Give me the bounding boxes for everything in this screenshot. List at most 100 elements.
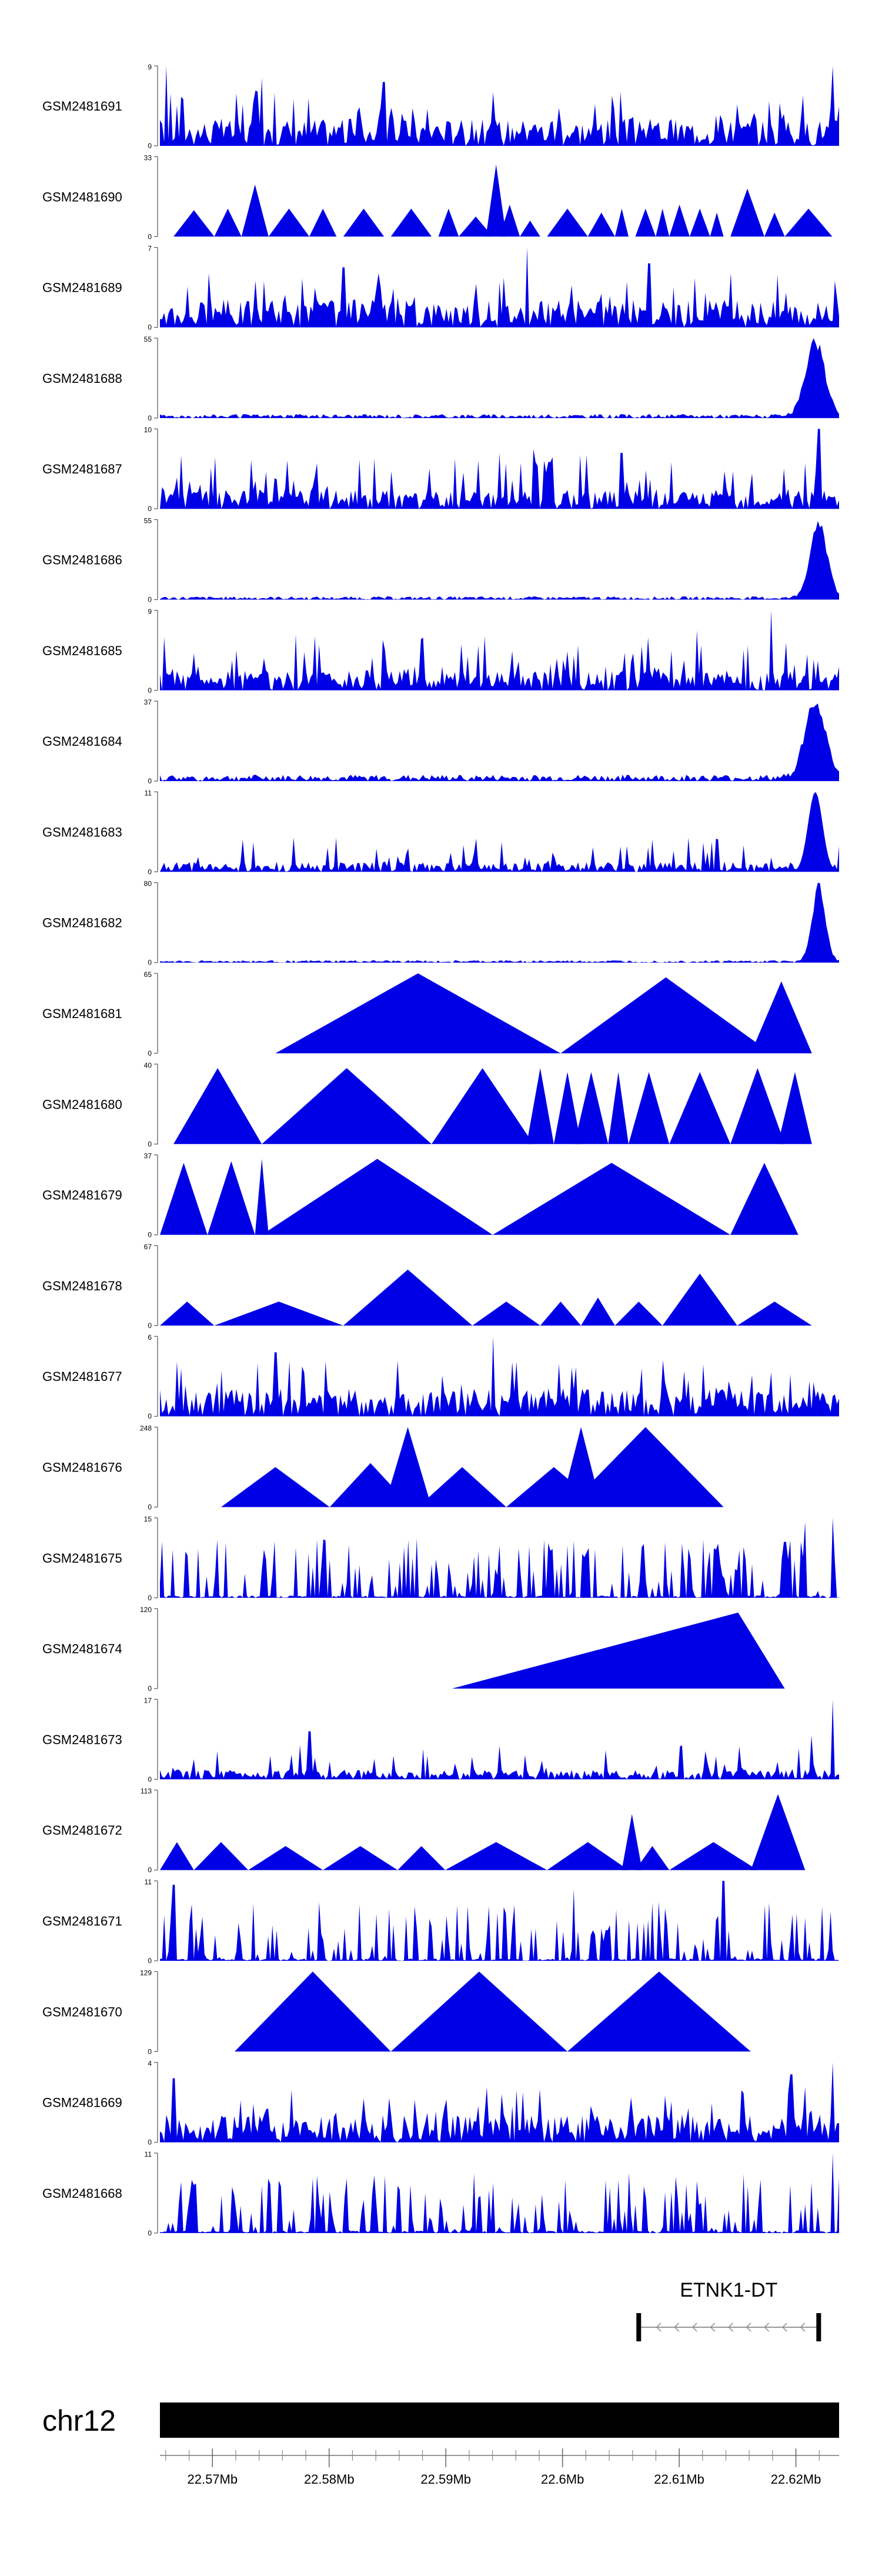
track-GSM2481682: GSM2481682 80 0 xyxy=(42,880,839,967)
track-GSM2481679: GSM2481679 37 0 xyxy=(42,1152,799,1239)
coverage-peak xyxy=(750,1794,806,1870)
track-GSM2481690: GSM2481690 33 0 xyxy=(42,154,833,241)
y-min-label: 0 xyxy=(148,323,152,332)
y-min-label: 0 xyxy=(148,1866,152,1874)
strand-arrow-icon xyxy=(764,2323,770,2332)
coverage-peak xyxy=(553,1072,582,1144)
track-label: GSM2481682 xyxy=(42,916,122,930)
coverage-peak xyxy=(309,208,337,237)
coverage-peak xyxy=(492,1163,731,1235)
track-GSM2481684: GSM2481684 37 0 xyxy=(42,698,839,785)
coverage-peak xyxy=(567,1427,724,1507)
coverage-peak xyxy=(737,1302,812,1326)
coverage-peak xyxy=(235,1971,391,2052)
coverage-peak xyxy=(587,212,615,237)
coverage-area xyxy=(160,338,839,418)
y-max-label: 65 xyxy=(144,970,152,979)
track-label: GSM2481679 xyxy=(42,1188,122,1203)
track-GSM2481673: GSM2481673 17 0 xyxy=(42,1696,839,1783)
y-max-label: 11 xyxy=(145,1878,152,1886)
y-max-label: 129 xyxy=(140,1968,152,1977)
track-label: GSM2481672 xyxy=(42,1823,122,1838)
y-min-label: 0 xyxy=(148,1957,152,1965)
y-min-label: 0 xyxy=(148,232,152,241)
coverage-peak xyxy=(730,1163,799,1235)
coverage-peak xyxy=(689,208,710,237)
tick-label: 22.6Mb xyxy=(541,2472,584,2487)
coverage-peak xyxy=(547,1842,629,1870)
y-max-label: 7 xyxy=(148,245,152,253)
y-min-label: 0 xyxy=(148,142,152,150)
coverage-peak xyxy=(268,208,310,237)
y-min-label: 0 xyxy=(148,2047,152,2056)
coverage-peak xyxy=(417,1467,507,1507)
track-label: GSM2481670 xyxy=(42,2004,122,2019)
track-GSM2481677: GSM2481677 6 0 xyxy=(42,1333,839,1420)
coverage-peak xyxy=(669,1072,731,1144)
coverage-peak xyxy=(160,1163,208,1235)
coverage-peak xyxy=(540,1302,582,1326)
track-GSM2481670: GSM2481670 129 0 xyxy=(42,1968,751,2056)
tick-label: 22.57Mb xyxy=(187,2472,238,2487)
track-label: GSM2481673 xyxy=(42,1732,122,1747)
y-min-label: 0 xyxy=(148,777,152,785)
coverage-peak xyxy=(567,1971,751,2052)
y-max-label: 11 xyxy=(145,789,152,797)
coverage-peak xyxy=(262,1068,432,1144)
coverage-peak xyxy=(520,221,540,237)
coverage-peak xyxy=(608,1072,629,1144)
coverage-area xyxy=(160,1699,839,1780)
track-label: GSM2481691 xyxy=(42,99,122,114)
coverage-peak xyxy=(214,1302,343,1326)
track-GSM2481676: GSM2481676 248 0 xyxy=(42,1424,724,1511)
coverage-area xyxy=(160,1881,839,1961)
coverage-area xyxy=(160,703,839,782)
track-label: GSM2481687 xyxy=(42,462,122,476)
tick-label: 22.61Mb xyxy=(654,2472,704,2487)
y-max-label: 9 xyxy=(148,63,152,71)
strand-arrow-icon xyxy=(674,2323,680,2332)
track-label: GSM2481685 xyxy=(42,643,122,658)
coverage-peak xyxy=(459,216,493,237)
coverage-peak xyxy=(764,212,785,237)
y-min-label: 0 xyxy=(148,505,152,513)
gene-exon-start xyxy=(636,2313,642,2341)
track-label: GSM2481680 xyxy=(42,1097,122,1112)
coverage-peak xyxy=(397,1846,446,1870)
y-max-label: 67 xyxy=(144,1243,152,1251)
coverage-peak xyxy=(614,1302,663,1326)
coverage-peak xyxy=(343,1269,473,1326)
track-label: GSM2481676 xyxy=(42,1460,122,1475)
coverage-peak xyxy=(390,208,432,237)
coverage-peak xyxy=(730,1068,785,1144)
track-label: GSM2481668 xyxy=(42,2186,122,2201)
gene-exon-end xyxy=(816,2313,821,2341)
y-min-label: 0 xyxy=(148,1503,152,1511)
coverage-peak xyxy=(445,1842,547,1870)
coverage-peak xyxy=(262,1159,493,1235)
gene-label: ETNK1-DT xyxy=(680,2279,777,2301)
coverage-peak xyxy=(778,1072,812,1144)
y-min-label: 0 xyxy=(148,867,152,876)
gene-annotation-track: ETNK1-DT xyxy=(636,2279,821,2341)
coverage-peak xyxy=(622,1814,643,1870)
y-max-label: 80 xyxy=(144,880,152,888)
coverage-peak xyxy=(710,212,724,237)
track-GSM2481686: GSM2481686 55 0 xyxy=(42,517,839,604)
y-min-label: 0 xyxy=(148,596,152,604)
track-GSM2481691: GSM2481691 9 0 xyxy=(42,63,839,150)
coverage-tracks: GSM248169190GSM2481690330GSM248168970GSM… xyxy=(42,63,839,2237)
coverage-peak xyxy=(472,1302,540,1326)
y-max-label: 55 xyxy=(144,335,152,343)
coverage-area xyxy=(160,610,839,690)
track-label: GSM2481677 xyxy=(42,1369,122,1384)
coverage-peak xyxy=(160,1302,215,1326)
coverage-peak xyxy=(669,1842,758,1870)
y-min-label: 0 xyxy=(148,1231,152,1239)
coverage-peak xyxy=(614,208,629,237)
track-label: GSM2481688 xyxy=(42,371,122,386)
coverage-area xyxy=(160,882,839,963)
coverage-area xyxy=(160,1336,839,1417)
track-label: GSM2481686 xyxy=(42,553,122,568)
coverage-peak xyxy=(750,981,812,1053)
